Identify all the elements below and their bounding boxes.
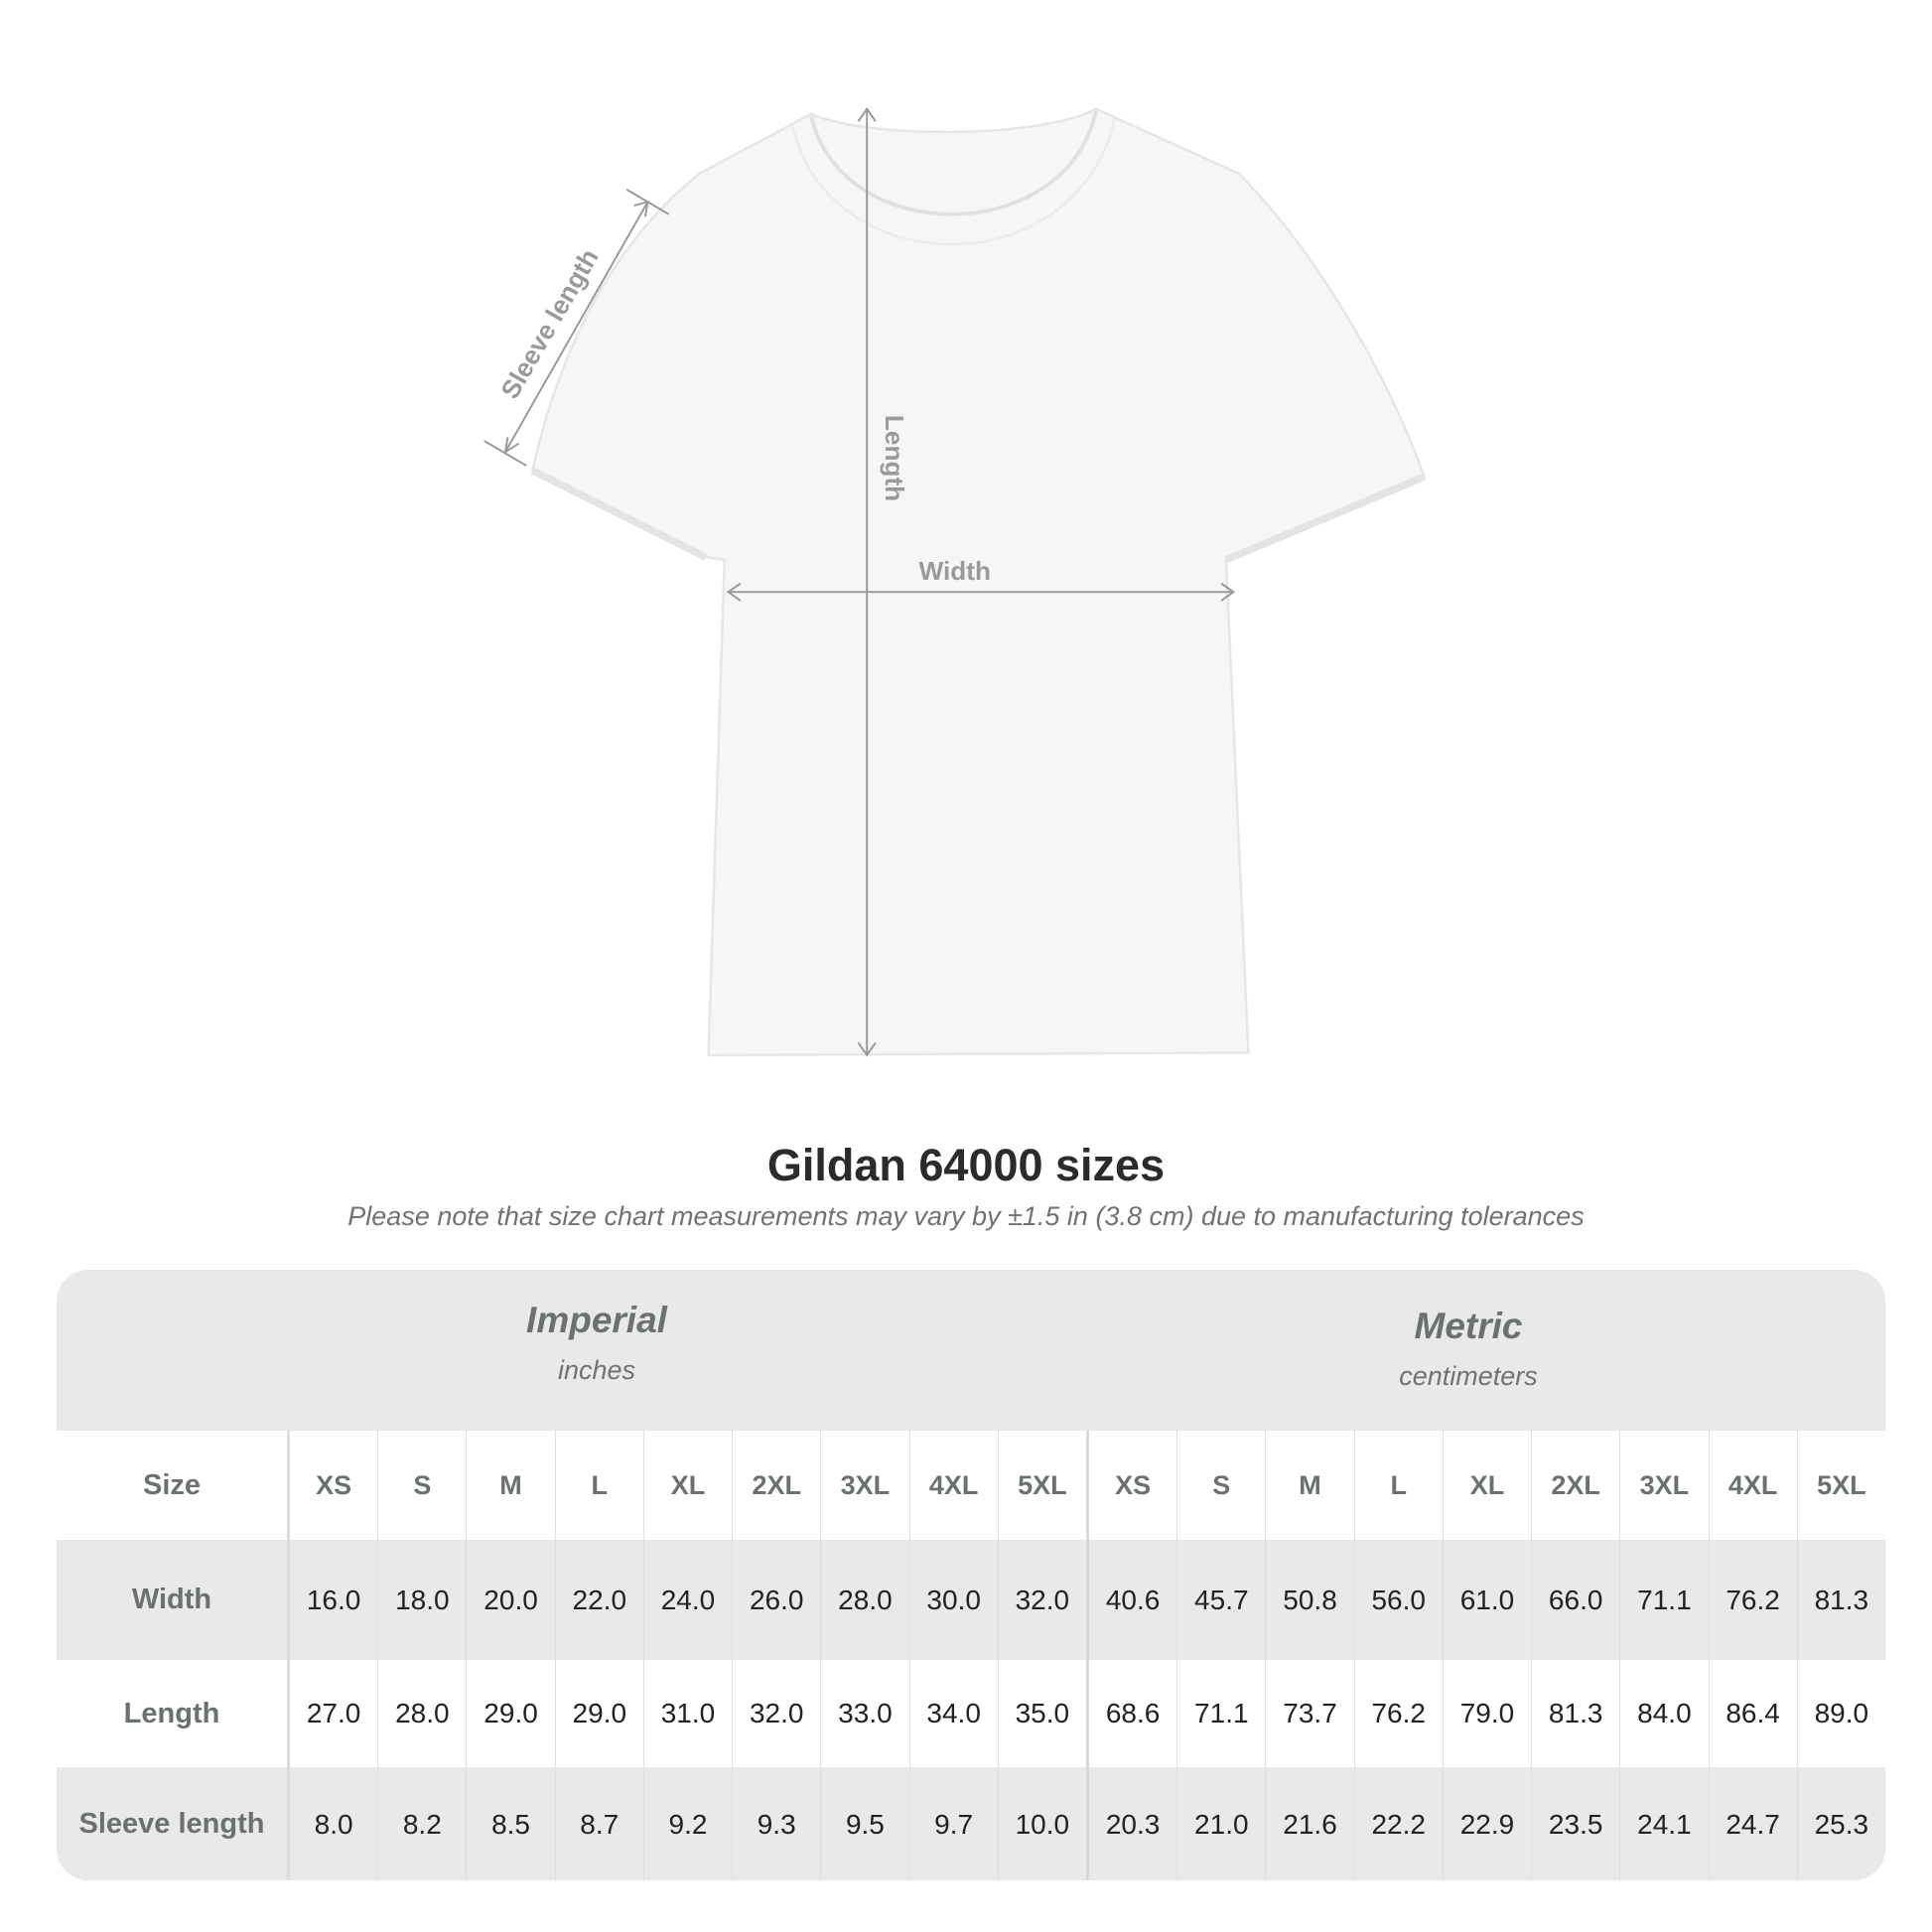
metric-value-cell: 20.3 (1089, 1767, 1178, 1880)
imperial-value-cell: 35.0 (999, 1660, 1089, 1767)
width-arrow (726, 582, 1236, 602)
metric-size-header: XS (1089, 1431, 1178, 1540)
imperial-value-cell: 28.0 (378, 1660, 468, 1767)
imperial-value-cell: 27.0 (290, 1660, 379, 1767)
imperial-value-cell: 33.0 (821, 1660, 910, 1767)
metric-size-header: 4XL (1710, 1431, 1798, 1540)
metric-size-header: 2XL (1532, 1431, 1621, 1540)
metric-value-cell: 22.9 (1444, 1767, 1533, 1880)
metric-value-cell: 24.7 (1710, 1767, 1798, 1880)
metric-value-cell: 61.0 (1444, 1540, 1533, 1660)
metric-value-cell: 86.4 (1710, 1660, 1798, 1767)
imperial-size-header: S (378, 1431, 468, 1540)
metric-size-header: S (1177, 1431, 1267, 1540)
unit-header: Imperial inches Metric centimeters (57, 1270, 1885, 1431)
imperial-header: Imperial inches (299, 1300, 895, 1386)
length-arrow (857, 107, 877, 1057)
metric-value-cell: 84.0 (1620, 1660, 1710, 1767)
imperial-value-cell: 32.0 (733, 1660, 822, 1767)
metric-size-header: XL (1444, 1431, 1533, 1540)
row-label: Sleeve length (57, 1767, 290, 1880)
row-label: Length (57, 1660, 290, 1767)
tshirt-image (530, 107, 1427, 1057)
imperial-size-header: M (467, 1431, 556, 1540)
metric-value-cell: 68.6 (1089, 1660, 1178, 1767)
imperial-value-cell: 18.0 (378, 1540, 468, 1660)
imperial-value-cell: 29.0 (556, 1660, 644, 1767)
size-header-row: Size XS S M L XL 2XL 3XL 4XL 5XL XS S M L XL 2XL 3XL 4XL 5… (57, 1431, 1885, 1540)
metric-value-cell: 76.2 (1710, 1540, 1798, 1660)
imperial-value-cell: 9.7 (910, 1767, 999, 1880)
metric-value-cell: 25.3 (1814, 1808, 1869, 1840)
imperial-value-cell: 29.0 (467, 1660, 556, 1767)
metric-value-cell: 76.2 (1355, 1660, 1444, 1767)
metric-value-cell: 21.0 (1177, 1767, 1267, 1880)
metric-value-cell: 66.0 (1532, 1540, 1621, 1660)
imperial-value-cell: 28.0 (821, 1540, 910, 1660)
imperial-size-header: 3XL (821, 1431, 910, 1540)
metric-value-cell: 22.2 (1355, 1767, 1444, 1880)
metric-value-cell: 21.6 (1266, 1767, 1355, 1880)
table-row: Sleeve length 8.0 8.2 8.5 8.7 9.2 9.3 9.5 9.7 10.… (57, 1767, 1885, 1880)
imperial-value-cell: 16.0 (290, 1540, 379, 1660)
imperial-value-cell: 24.0 (644, 1540, 734, 1660)
row-label: Width (57, 1540, 290, 1660)
imperial-value-cell: 31.0 (644, 1660, 734, 1767)
metric-size-header: L (1355, 1431, 1444, 1540)
page-title: Gildan 64000 sizes (766, 1140, 1166, 1190)
size-table: Imperial inches Metric centimeters Size X… (57, 1270, 1885, 1880)
metric-value-cell: 81.3 (1814, 1584, 1869, 1615)
imperial-title: Imperial (526, 1300, 667, 1340)
table-row: Length 27.0 28.0 29.0 29.0 31.0 32.0 33.0 34.0 35… (57, 1660, 1885, 1767)
metric-unit: centimeters (1399, 1361, 1538, 1391)
imperial-size-header: XL (644, 1431, 734, 1540)
metric-value-cell: 40.6 (1089, 1540, 1178, 1660)
sleeve-arrow (483, 188, 670, 467)
metric-value-cell: 81.3 (1532, 1660, 1621, 1767)
imperial-size-header: 2XL (733, 1431, 822, 1540)
length-label: Length (880, 415, 909, 501)
metric-value-cell: 71.1 (1620, 1540, 1710, 1660)
metric-size-header: 5XL (1817, 1469, 1866, 1500)
imperial-value-cell: 20.0 (467, 1540, 556, 1660)
table-row: Width 16.0 18.0 20.0 22.0 24.0 26.0 28.0 30.0 32.… (57, 1540, 1885, 1660)
imperial-value-cell: 30.0 (910, 1540, 999, 1660)
metric-value-cell: 79.0 (1444, 1660, 1533, 1767)
metric-value-cell: 73.7 (1266, 1660, 1355, 1767)
imperial-value-cell: 32.0 (999, 1540, 1089, 1660)
imperial-value-cell: 10.0 (999, 1767, 1089, 1880)
imperial-value-cell: 8.0 (290, 1767, 379, 1880)
metric-value-cell: 23.5 (1532, 1767, 1621, 1880)
imperial-unit: inches (557, 1355, 636, 1385)
imperial-value-cell: 8.7 (556, 1767, 644, 1880)
imperial-value-cell: 34.0 (910, 1660, 999, 1767)
metric-title: Metric (1414, 1306, 1523, 1346)
metric-value-cell: 50.8 (1266, 1540, 1355, 1660)
metric-size-header: M (1266, 1431, 1355, 1540)
imperial-size-header: 5XL (999, 1431, 1089, 1540)
tolerance-note: Please note that size chart measurements… (347, 1201, 1585, 1231)
imperial-value-cell: 9.2 (644, 1767, 734, 1880)
imperial-size-header: 4XL (910, 1431, 999, 1540)
imperial-value-cell: 22.0 (556, 1540, 644, 1660)
imperial-size-header: XS (290, 1431, 379, 1540)
metric-value-cell: 24.1 (1620, 1767, 1710, 1880)
imperial-size-header: L (556, 1431, 644, 1540)
row-label: Size (57, 1431, 290, 1540)
imperial-value-cell: 9.5 (821, 1767, 910, 1880)
metric-header: Metric centimeters (1171, 1306, 1766, 1392)
imperial-value-cell: 9.3 (733, 1767, 822, 1880)
metric-value-cell: 71.1 (1177, 1660, 1267, 1767)
imperial-value-cell: 26.0 (733, 1540, 822, 1660)
imperial-value-cell: 8.2 (378, 1767, 468, 1880)
metric-value-cell: 89.0 (1814, 1698, 1869, 1728)
width-label: Width (919, 556, 991, 586)
metric-value-cell: 45.7 (1177, 1540, 1267, 1660)
imperial-value-cell: 8.5 (467, 1767, 556, 1880)
metric-value-cell: 56.0 (1355, 1540, 1444, 1660)
metric-size-header: 3XL (1620, 1431, 1710, 1540)
